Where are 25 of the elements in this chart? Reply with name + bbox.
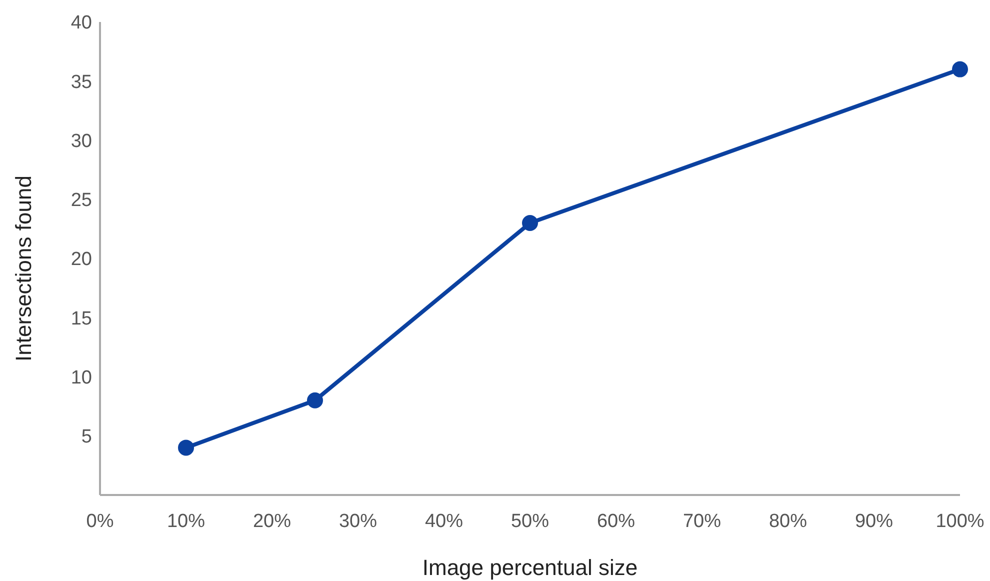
y-tick-label: 5 xyxy=(81,426,92,448)
x-tick-label: 10% xyxy=(166,511,206,532)
y-axis-title: Intersections found xyxy=(11,176,36,362)
x-tick-label: 60% xyxy=(596,511,636,532)
x-tick-label: 80% xyxy=(768,511,808,532)
point xyxy=(307,392,323,408)
x-axis-title: Image percentual size xyxy=(422,555,638,580)
x-tick-label: 0% xyxy=(86,511,114,532)
point xyxy=(952,61,968,78)
x-tick-label: 100% xyxy=(936,511,984,532)
y-tick-label: 35 xyxy=(70,72,92,93)
x-tick-label: 30% xyxy=(338,511,378,532)
y-tick-label: 10 xyxy=(70,367,92,388)
x-tick-label: 90% xyxy=(854,511,894,532)
point xyxy=(178,440,194,456)
y-tick-label: 20 xyxy=(70,249,92,270)
x-tick-label: 70% xyxy=(682,511,722,532)
x-tick-label: 40% xyxy=(424,511,464,532)
y-tick-label: 40 xyxy=(70,12,92,34)
y-tick-label: 15 xyxy=(70,308,92,330)
y-tick-label: 30 xyxy=(70,130,92,152)
x-tick-label: 50% xyxy=(510,511,550,532)
point xyxy=(522,215,538,232)
x-tick-label: 20% xyxy=(252,511,292,532)
y-tick-label: 25 xyxy=(70,190,92,212)
